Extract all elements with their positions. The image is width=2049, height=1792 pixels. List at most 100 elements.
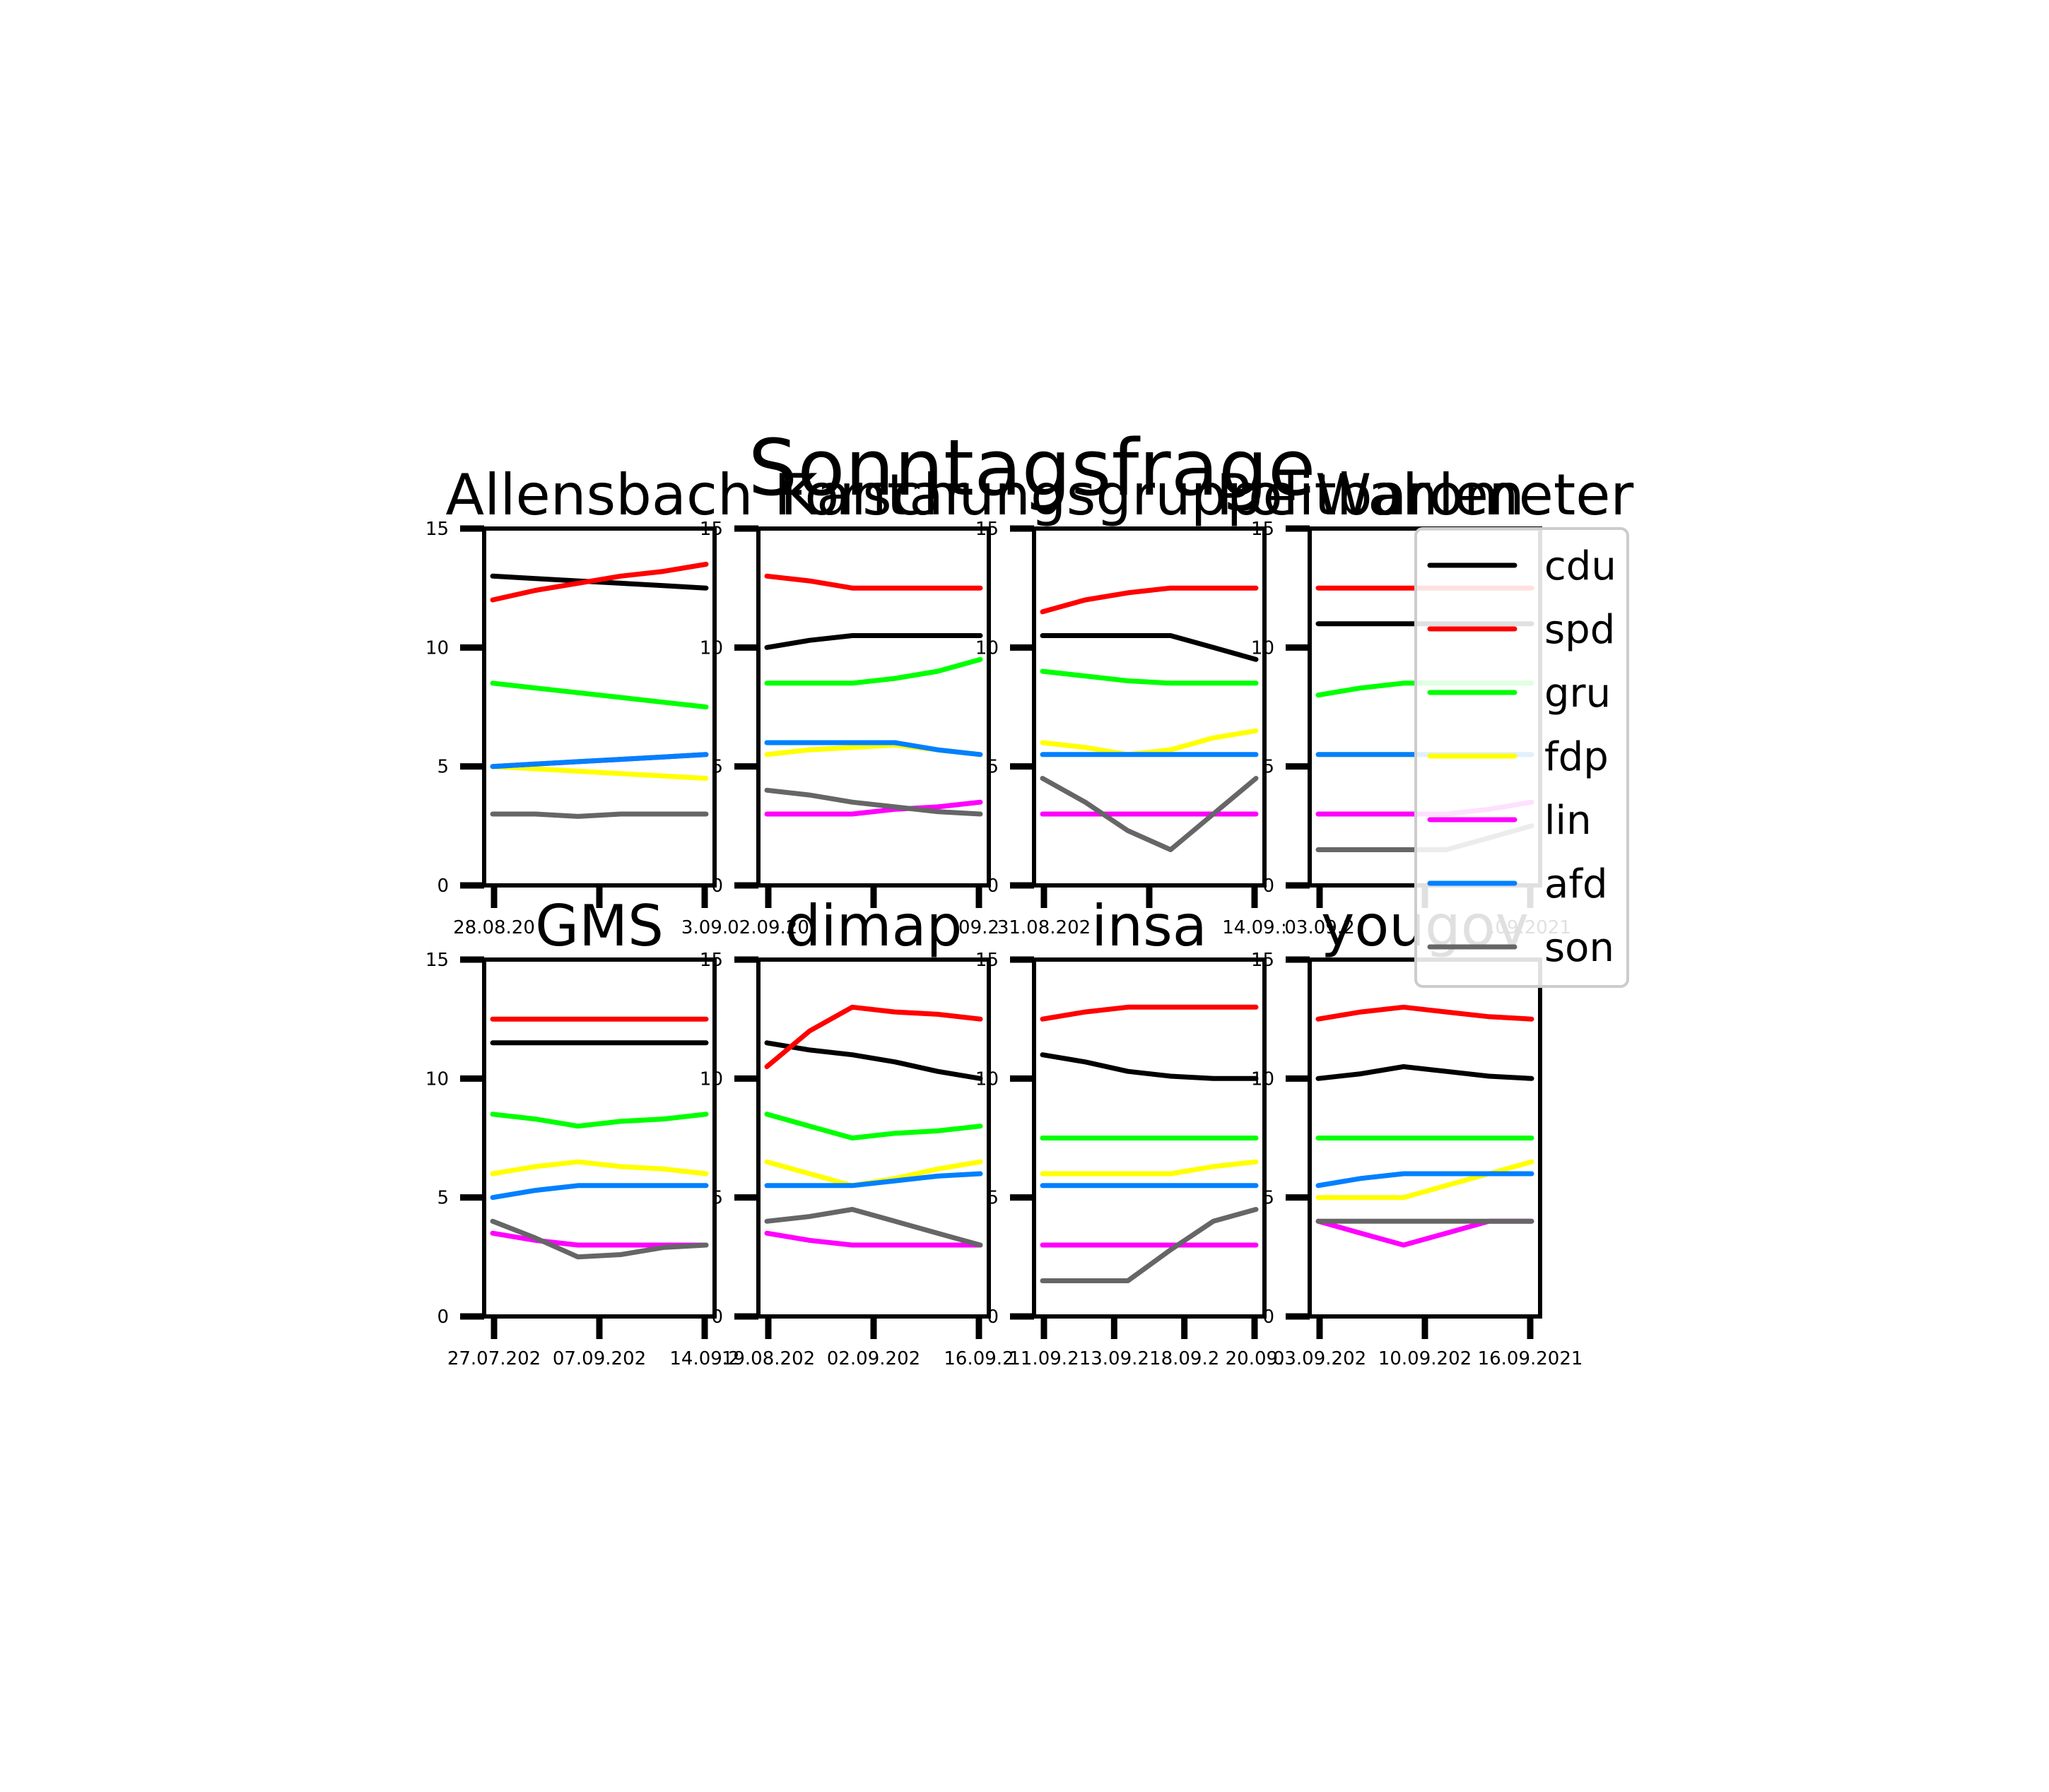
series-line-spd [1040,585,1259,615]
series-line-lin [764,799,983,817]
series-line-cdu [764,1040,983,1081]
series-line-afd [764,740,983,758]
series-line-son [490,1218,709,1260]
x-tick-label: 03.09.202 [1273,1348,1366,1369]
series-line-cdu [764,633,983,650]
series-line-son [490,811,709,819]
series-line-son [1040,776,1259,852]
y-tick-label: 0 [987,876,999,897]
legend: cdu spd gru fdp lin afd son [1414,527,1629,988]
y-tick-label: 10 [700,637,723,659]
y-tick-label: 5 [711,757,723,778]
x-tick-label: 19.08.202 [722,1348,815,1369]
y-tick-label: 10 [1251,637,1274,659]
series-line-son [764,1207,983,1248]
y-tick-label: 10 [1251,1068,1274,1090]
y-tick-label: 15 [1251,519,1274,540]
x-tick-label: 20.09. [1226,1348,1284,1369]
y-tick-label: 15 [975,519,999,540]
series-line-cdu [1040,1052,1259,1081]
panel-2: 0 5 10 15 02.09.20 09.2 Kantar [700,462,999,938]
series-line-fdp [490,764,709,781]
panel-7: 0 5 10 15 11.09.2 13.09.2 18.09.2 20.09. insa [975,893,1284,1369]
series-line-gru [490,1112,709,1129]
series-line-spd [490,562,709,603]
y-tick-label: 5 [1262,757,1274,778]
x-tick-label: 14.09.2 [669,1348,739,1369]
x-tick-label: 13.09.2 [1079,1348,1149,1369]
panel-title: Kantar [780,462,967,528]
series-line-fdp [1040,1159,1259,1177]
legend-label-gru: gru [1544,671,1611,717]
x-tick-label: 09.2 [958,917,999,938]
x-tick-label: 16.09.2021 [1478,1348,1583,1369]
x-tick-label: 07.09.202 [553,1348,646,1369]
y-tick-label: 0 [711,1307,723,1328]
x-tick-label: 31.08.202 [997,917,1091,938]
series-line-spd [1315,1004,1534,1022]
x-tick-label: 02.09.20 [727,917,809,938]
figure-title: Sonntagsfrage [748,423,1315,513]
panel-title: insa [1091,893,1207,959]
y-tick-label: 10 [425,1068,449,1090]
series-line-spd [1040,1004,1259,1022]
series-line-son [1040,1207,1259,1283]
y-tick-label: 0 [987,1307,999,1328]
series-line-spd [764,1004,983,1069]
y-tick-label: 15 [975,950,999,971]
legend-label-son: son [1544,925,1614,971]
series-line-lin [764,1230,983,1248]
y-tick-label: 5 [987,757,999,778]
legend-label-fdp: fdp [1544,734,1609,780]
y-tick-label: 5 [987,1188,999,1209]
legend-label-spd: spd [1544,607,1615,653]
series-line-cdu [1315,1064,1534,1081]
y-tick-label: 0 [1262,1307,1274,1328]
series-line-spd [764,573,983,591]
panel-3: 0 5 10 15 31.08.202 14.09.: Forschungsgruppe W… [774,462,1525,938]
legend-box [1414,527,1629,988]
y-tick-label: 5 [1262,1188,1274,1209]
y-tick-label: 15 [425,950,449,971]
x-tick-label: 02.09.202 [827,1348,920,1369]
y-tick-label: 0 [1262,876,1274,897]
legend-label-cdu: cdu [1544,543,1616,589]
y-tick-label: 15 [700,950,723,971]
axes-frame [1032,957,1267,1319]
series-line-afd [764,1171,983,1189]
x-tick-label: 3.09. [681,917,728,938]
series-line-son [764,787,983,817]
panel-1: 0 5 10 15 28.08.20 3.09. Allensbach [425,462,753,938]
x-tick-label: 18.09.2 [1149,1348,1219,1369]
y-tick-label: 15 [1251,950,1274,971]
panel-title: Allensbach [445,462,753,528]
series-line-gru [490,680,709,709]
y-tick-label: 5 [437,757,449,778]
y-tick-label: 10 [975,637,999,659]
y-tick-label: 5 [437,1188,449,1209]
y-tick-label: 0 [437,1307,449,1328]
series-line-gru [1040,668,1259,686]
x-tick-label: 16.09.2 [944,1348,1014,1369]
y-tick-label: 10 [425,637,449,659]
series-line-afd [1315,1171,1534,1189]
x-tick-label: 27.07.202 [447,1348,541,1369]
panel-title: Forschungsgruppe Wahlen [774,462,1525,528]
series-line-gru [764,656,983,686]
series-line-afd [490,1183,709,1201]
x-tick-label: 10.09.202 [1378,1348,1472,1369]
panel-6: 0 5 10 15 19.08.202 02.09.202 16.09.2 dimap [700,893,1014,1369]
y-tick-label: 0 [437,876,449,897]
x-tick-label: 11.09.2 [1009,1348,1079,1369]
y-tick-label: 10 [975,1068,999,1090]
y-tick-label: 0 [711,876,723,897]
x-tick-label: 28.08.20 [453,917,535,938]
y-tick-label: 15 [425,519,449,540]
series-line-afd [490,752,709,770]
legend-label-afd: afd [1544,861,1608,907]
